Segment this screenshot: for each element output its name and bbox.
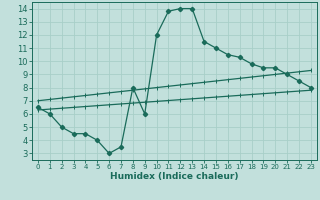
X-axis label: Humidex (Indice chaleur): Humidex (Indice chaleur) (110, 172, 239, 181)
